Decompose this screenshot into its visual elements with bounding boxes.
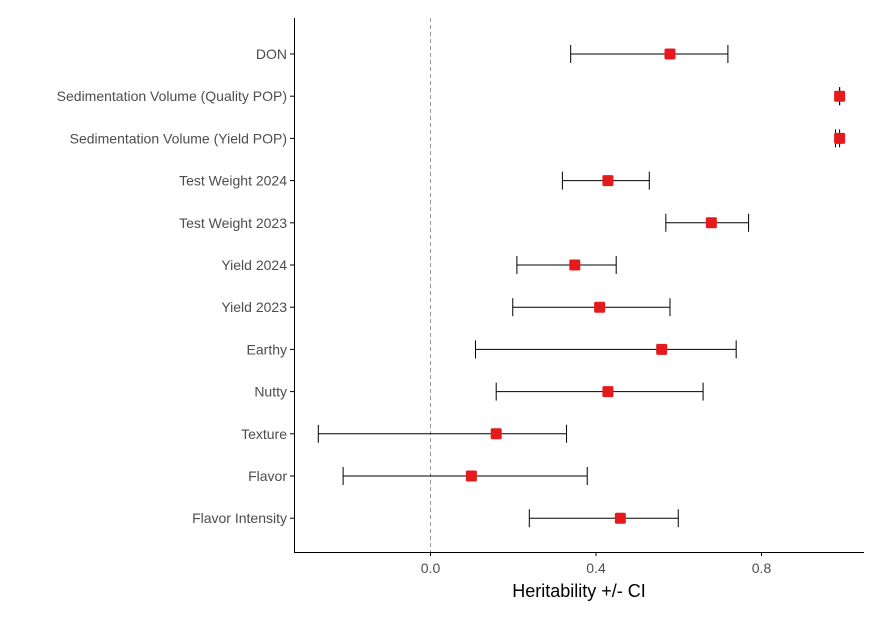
category-label: Earthy	[247, 341, 287, 357]
category-label: DON	[256, 46, 287, 62]
estimate-point	[602, 386, 614, 398]
category-label: Yield 2024	[221, 257, 287, 273]
x-axis-title: Heritability +/- CI	[512, 581, 646, 601]
errorbar	[475, 340, 737, 359]
category-labels: DON Sedimentation Volume (Quality POP) Sed…	[57, 46, 288, 526]
estimate-point	[594, 301, 606, 313]
x-axis	[294, 552, 864, 556]
x-tick-label: 0.8	[752, 560, 772, 576]
category-label: Flavor Intensity	[192, 510, 287, 526]
category-label: Test Weight 2023	[179, 215, 287, 231]
category-label: Sedimentation Volume (Yield POP)	[70, 130, 287, 146]
estimate-point	[834, 132, 846, 144]
estimate-point	[614, 512, 626, 524]
y-axis	[290, 18, 295, 552]
points-group	[465, 48, 846, 524]
estimate-point	[465, 470, 477, 482]
errorbars-group	[317, 45, 841, 528]
errorbar	[495, 382, 704, 401]
category-label: Yield 2023	[221, 299, 287, 315]
estimate-point	[705, 217, 717, 229]
errorbar	[570, 45, 729, 63]
category-label: Nutty	[254, 384, 287, 400]
errorbar	[342, 467, 588, 485]
estimate-point	[664, 48, 676, 60]
x-tick-labels: 0.0 0.4 0.8	[421, 560, 772, 576]
errorbar	[516, 256, 617, 274]
x-tick-label: 0.0	[421, 560, 441, 576]
estimate-point	[602, 175, 614, 187]
errorbar	[317, 424, 568, 443]
category-label: Texture	[241, 426, 287, 442]
category-label: Test Weight 2024	[179, 173, 287, 189]
estimate-point	[656, 343, 668, 355]
errorbar	[528, 509, 679, 528]
estimate-point	[569, 259, 581, 271]
category-label: Flavor	[248, 468, 287, 484]
estimate-point	[490, 428, 502, 440]
x-tick-label: 0.4	[586, 560, 606, 576]
errorbar	[512, 298, 671, 317]
category-label: Sedimentation Volume (Quality POP)	[57, 88, 287, 104]
estimate-point	[834, 90, 846, 102]
